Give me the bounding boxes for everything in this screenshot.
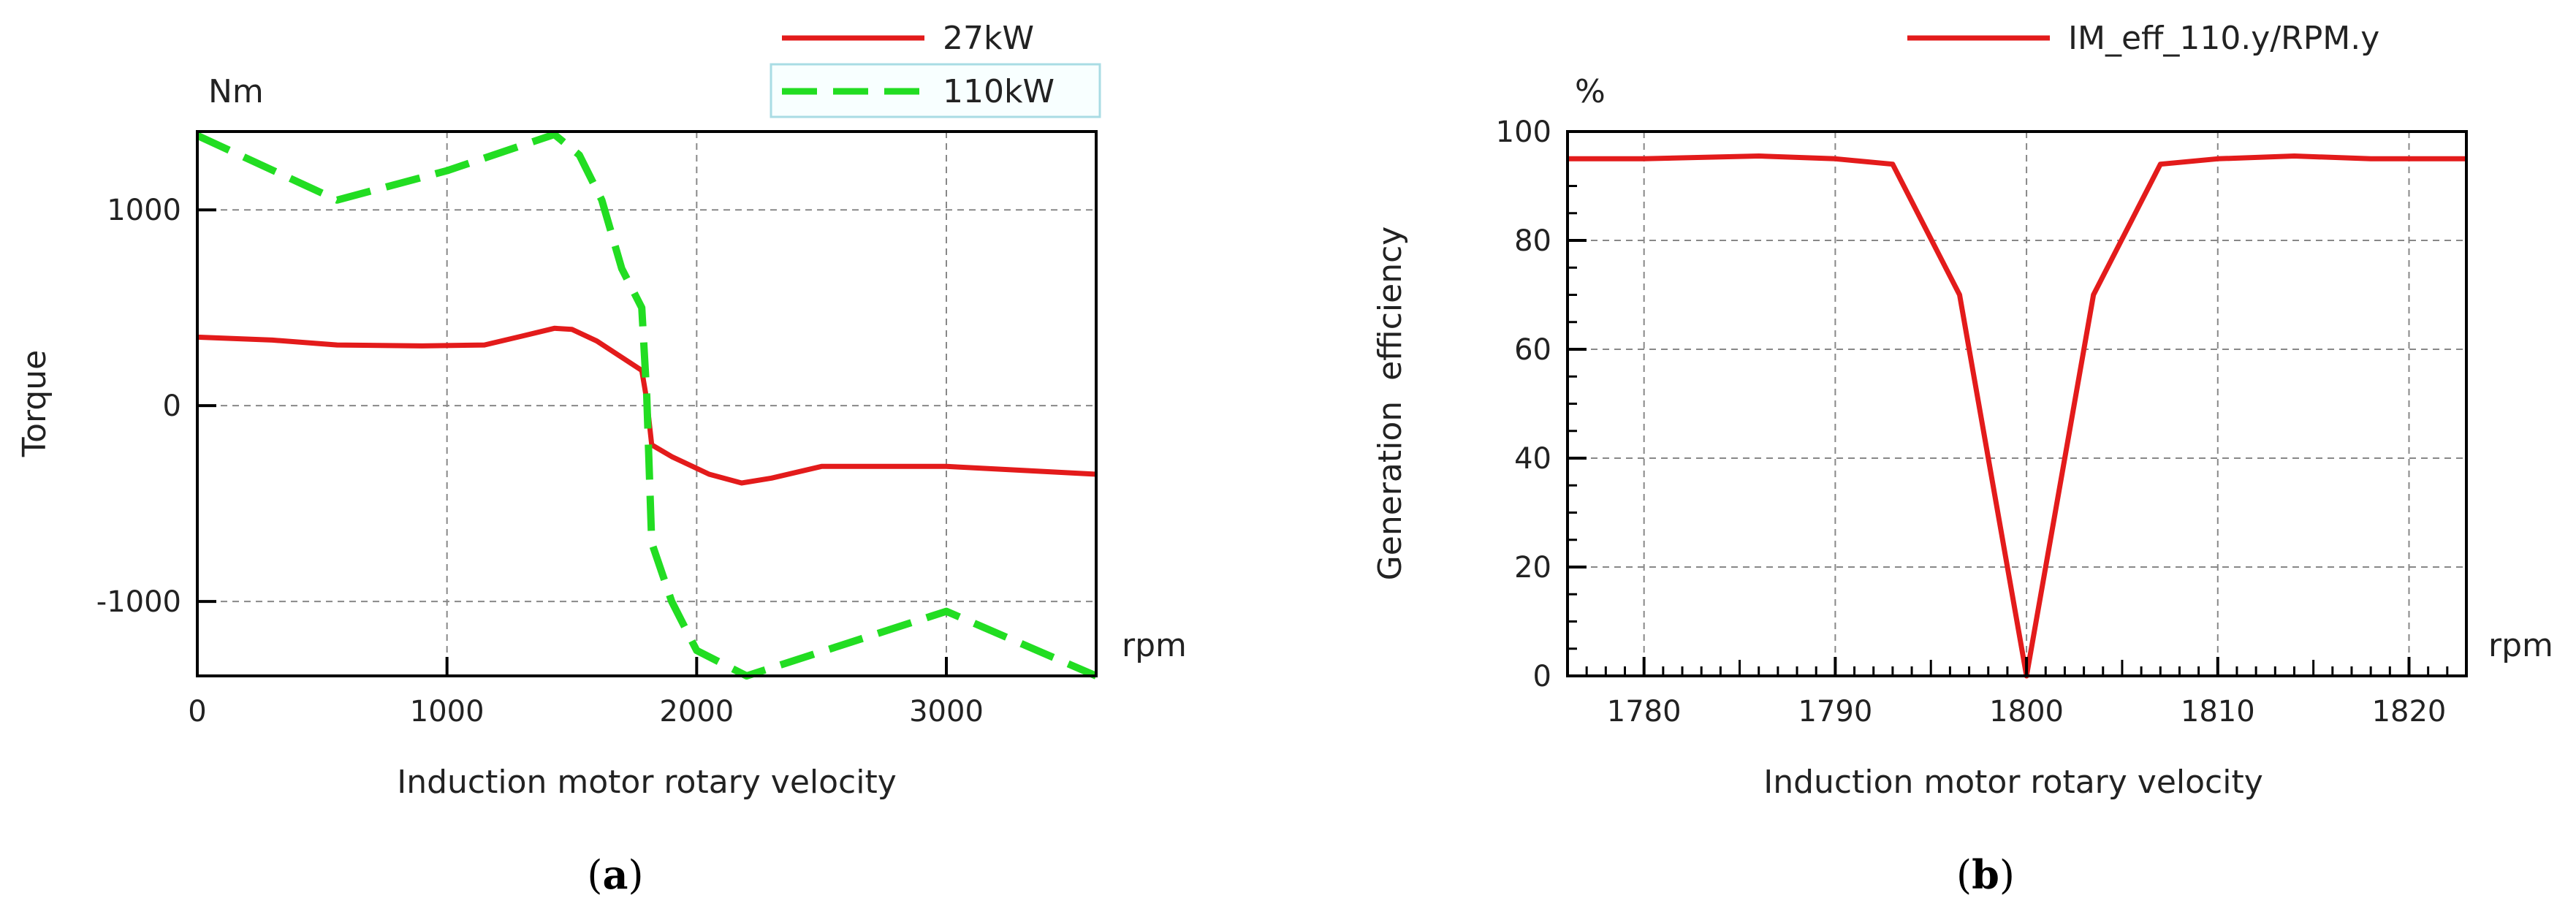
- panel-a-series-line-110kw: [195, 131, 1098, 680]
- panel-b-y-tick-label: 20: [1514, 551, 1551, 585]
- panel-a-legend-highlight-box: [770, 63, 1101, 118]
- panel-a-x-tick-label: 3000: [909, 695, 984, 729]
- panel-b-y-tick-label: 100: [1496, 115, 1551, 149]
- panel-b-y-tick-label: 80: [1514, 224, 1551, 258]
- panel-b: 1780 1790 1800 1810 1820 100 80 60 40 20 0 % rpm I…: [1372, 20, 2553, 898]
- panel-b-minor-ticks: [1566, 157, 2468, 676]
- panel-b-ticks: 1780 1790 1800 1810 1820 100 80 60 40 20 0: [1496, 115, 2447, 729]
- panel-b-legend: IM_eff_110.y/RPM.y: [1907, 20, 2379, 57]
- panel-a-caption-letter: a: [603, 851, 628, 898]
- panel-a-series-line-27kw: [197, 325, 1097, 486]
- panel-a-series: [195, 131, 1098, 680]
- panel-a-ticks: 0 1000 2000 3000 1000 0 -1000: [96, 194, 984, 729]
- panel-b-caption-text: (b): [1956, 851, 2015, 898]
- panel-a-x-unit: rpm: [1122, 627, 1187, 664]
- panel-a-x-axis-label: Induction motor rotary velocity: [397, 764, 897, 801]
- panel-b-plot-frame: [1566, 130, 2468, 677]
- panel-b-series: [1568, 153, 2466, 679]
- panel-b-caption-letter: b: [1972, 851, 1999, 898]
- panel-a-y-tick-label: 1000: [107, 194, 181, 227]
- panel-b-x-tick-label: 1780: [1607, 695, 1682, 729]
- panel-b-x-tick-label: 1790: [1798, 695, 1872, 729]
- panel-a-legend-label-27kw: 27kW: [943, 20, 1034, 57]
- panel-b-y-tick-label: 60: [1514, 333, 1551, 367]
- panel-a-legend: 27kW 110kW: [770, 20, 1101, 118]
- panel-b-series-line-im-eff-110-y-rpm-y: [1568, 153, 2466, 679]
- panel-b-y-tick-label: 0: [1533, 660, 1551, 693]
- panel-b-x-tick-label: 1810: [2181, 695, 2255, 729]
- panel-a-y-tick-label: 0: [163, 389, 181, 423]
- panel-b-y-tick-label: 40: [1514, 442, 1551, 476]
- panel-a: 0 1000 2000 3000 1000 0 -1000 Nm rpm Induction…: [16, 20, 1187, 898]
- panel-a-legend-label-110kw: 110kW: [943, 73, 1055, 110]
- panel-b-legend-label: IM_eff_110.y/RPM.y: [2068, 20, 2379, 57]
- panel-b-x-tick-label: 1800: [1989, 695, 2064, 729]
- panel-a-y-tick-label: -1000: [96, 585, 181, 619]
- panel-b-x-unit: rpm: [2488, 627, 2553, 664]
- panel-a-plot-frame: [196, 130, 1098, 677]
- panel-a-y-unit: Nm: [208, 73, 264, 110]
- panel-b-y-unit: %: [1575, 73, 1606, 110]
- panel-b-caption: (b): [1956, 851, 2015, 898]
- panel-b-x-axis-label: Induction motor rotary velocity: [1763, 764, 2263, 801]
- panel-a-x-tick-label: 1000: [410, 695, 485, 729]
- panel-b-y-axis-label: Generation efficiency: [1372, 227, 1409, 581]
- panel-a-caption: (a): [587, 851, 643, 898]
- panel-a-y-axis-label: Torque: [16, 350, 53, 458]
- panel-b-x-tick-label: 1820: [2372, 695, 2447, 729]
- panel-a-caption-text: (a): [587, 851, 643, 898]
- panel-b-grid: [1568, 132, 2466, 676]
- panel-a-x-tick-label: 0: [188, 695, 206, 729]
- panel-a-x-tick-label: 2000: [659, 695, 734, 729]
